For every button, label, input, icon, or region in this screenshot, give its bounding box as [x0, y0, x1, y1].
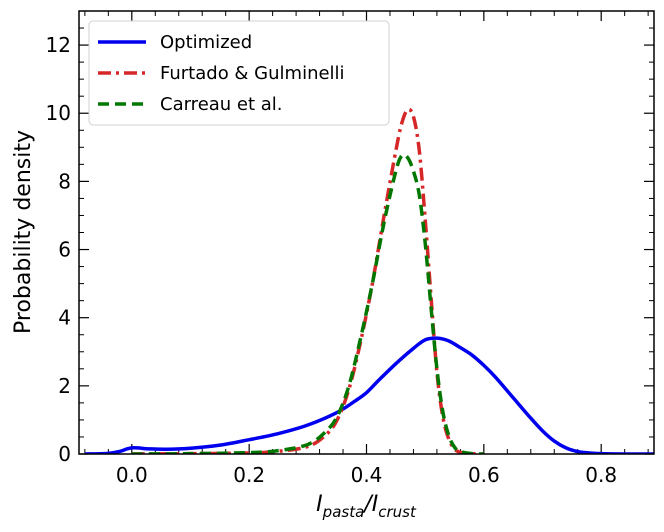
y-tick-label: 0 [58, 442, 71, 466]
y-tick-label: 12 [46, 33, 71, 57]
x-axis-label: Ipasta/Icrust [316, 492, 417, 521]
series-layer [84, 107, 654, 454]
y-tick-label: 8 [58, 169, 71, 193]
series-line-0 [84, 336, 654, 454]
legend-label-carreau: Carreau et al. [160, 94, 283, 115]
x-tick-label: 0.2 [233, 463, 265, 487]
x-tick-label: 0.6 [468, 463, 500, 487]
y-tick-label: 4 [58, 306, 71, 330]
y-tick-label: 2 [58, 374, 71, 398]
x-tick-label: 0.8 [585, 463, 617, 487]
x-tick-label: 0.0 [116, 463, 148, 487]
ticks-layer: 0.0 0.2 0.4 0.6 0.8 0 2 4 6 8 10 12 [46, 10, 654, 487]
x-tick-label: 0.4 [351, 463, 383, 487]
legend-label-furtado-gulminelli: Furtado & Gulminelli [160, 63, 345, 84]
legend: Optimized Furtado & Gulminelli Carreau e… [88, 20, 390, 126]
series-line-1 [131, 107, 484, 454]
legend-box [88, 20, 390, 126]
legend-label-optimized: Optimized [160, 32, 252, 53]
y-tick-label: 6 [58, 238, 71, 262]
y-tick-label: 10 [46, 101, 71, 125]
series-line-2 [131, 152, 484, 454]
plot-frame [78, 10, 655, 455]
y-axis-label: Probability density [11, 130, 36, 334]
